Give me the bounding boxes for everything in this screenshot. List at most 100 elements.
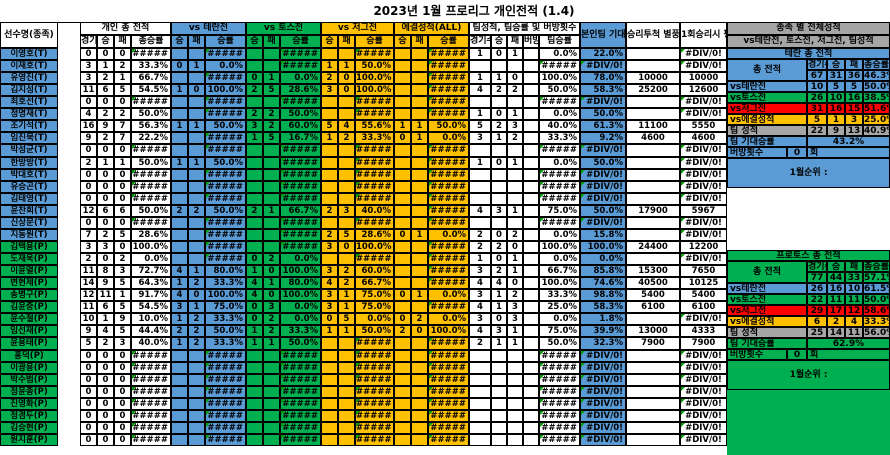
sub-header: 패: [411, 35, 428, 48]
buff-label: 버방횟수: [727, 349, 787, 360]
stat-cell: 2: [263, 325, 280, 337]
summary-total-value: 57.1%: [863, 272, 890, 283]
stat-cell: 4333: [680, 325, 727, 337]
stat-cell: [469, 362, 491, 374]
stat-cell: 66.7%: [539, 265, 580, 277]
stat-cell: 3: [321, 301, 338, 313]
stat-cell: 2: [507, 229, 523, 241]
stat-cell: [246, 410, 263, 422]
summary-line-value: 12: [845, 305, 863, 316]
stat-cell: 1: [507, 253, 523, 265]
stat-cell: #####: [539, 398, 580, 410]
stat-cell: #DIV/0!: [580, 169, 626, 181]
stat-cell: 60.0%: [280, 120, 321, 132]
stat-cell: [338, 337, 355, 350]
stat-cell: 5: [338, 313, 355, 325]
stat-cell: 1: [507, 48, 523, 60]
stat-cell: [411, 205, 428, 217]
stat-cell: [263, 362, 280, 374]
stat-cell: 0: [114, 96, 131, 108]
stat-cell: #####: [355, 337, 394, 350]
stat-cell: [394, 205, 411, 217]
player-name: 김승현(P): [0, 422, 58, 434]
stat-cell: 55.6%: [355, 120, 394, 132]
summary-line-value: 6: [807, 316, 827, 327]
stat-cell: 2: [338, 277, 355, 289]
stat-cell: #DIV/0!: [580, 181, 626, 193]
stat-cell: [263, 181, 280, 193]
stat-cell: 66.7%: [280, 205, 321, 217]
stat-cell: 1: [321, 132, 338, 144]
stat-cell: 6: [97, 84, 114, 96]
summary-line-value: 13: [845, 125, 863, 136]
stat-cell: [394, 337, 411, 350]
stat-cell: #####: [205, 72, 246, 84]
stat-cell: 2: [491, 120, 507, 132]
stat-cell: #####: [539, 193, 580, 205]
stat-cell: #####: [205, 217, 246, 229]
player-name: 윤찬희(T): [0, 205, 58, 217]
summary-line-value: 16: [827, 103, 845, 114]
stat-cell: 44.4%: [131, 325, 171, 337]
stat-cell: 3: [171, 301, 188, 313]
stat-cell: [394, 434, 411, 446]
stat-cell: [469, 386, 491, 398]
stat-cell: [171, 96, 188, 108]
stat-cell: [263, 386, 280, 398]
stat-cell: 1: [338, 289, 355, 301]
stat-cell: [321, 386, 338, 398]
stat-cell: [246, 193, 263, 205]
stat-cell: 5: [80, 337, 97, 350]
stat-cell: [394, 48, 411, 60]
stat-cell: 0: [507, 72, 523, 84]
stat-cell: 1: [171, 313, 188, 325]
stat-cell: 0: [263, 265, 280, 277]
stat-cell: 2: [171, 205, 188, 217]
stat-cell: 3: [507, 301, 523, 313]
stat-cell: 1: [97, 157, 114, 169]
stat-cell: 3: [97, 241, 114, 253]
stat-cell: [188, 193, 205, 205]
player-name: 한방방(T): [0, 157, 58, 169]
stat-cell: 0: [97, 253, 114, 265]
stat-cell: [491, 144, 507, 157]
stat-cell: 9: [80, 132, 97, 144]
stat-cell: 8: [97, 265, 114, 277]
group-header: 팀성적, 팀승률 및 버방횟수: [469, 22, 580, 35]
stat-cell: 1: [188, 157, 205, 169]
summary-col-header: 패: [845, 261, 863, 272]
stat-cell: #####: [280, 181, 321, 193]
stat-cell: [491, 386, 507, 398]
stat-cell: [469, 169, 491, 181]
stat-cell: #####: [428, 374, 469, 386]
stat-cell: 0.0%: [280, 72, 321, 84]
summary-line-value: 1: [827, 114, 845, 125]
stat-cell: [263, 157, 280, 169]
stat-cell: 11: [80, 301, 97, 313]
stat-cell: 7: [114, 120, 131, 132]
stat-cell: 0: [97, 181, 114, 193]
player-name: 이광용(P): [0, 362, 58, 374]
stat-cell: [338, 386, 355, 398]
stat-cell: #DIV/0!: [680, 350, 727, 362]
stat-cell: [626, 60, 680, 72]
stat-cell: [507, 96, 523, 108]
stat-cell: 91.7%: [131, 289, 171, 301]
stat-cell: 4: [321, 277, 338, 289]
stat-cell: [188, 422, 205, 434]
stat-cell: 5: [338, 229, 355, 241]
stat-cell: 50.0%: [205, 120, 246, 132]
stat-cell: #####: [205, 108, 246, 120]
stat-cell: 0: [80, 422, 97, 434]
stat-cell: [394, 350, 411, 362]
stat-cell: [411, 169, 428, 181]
stat-cell: [626, 181, 680, 193]
stat-cell: 1: [188, 301, 205, 313]
stat-cell: 11: [80, 265, 97, 277]
stat-cell: [523, 301, 539, 313]
stat-cell: 1: [114, 157, 131, 169]
stat-cell: #####: [131, 217, 171, 229]
stat-cell: [338, 253, 355, 265]
stat-cell: #DIV/0!: [580, 60, 626, 72]
stat-cell: 1: [97, 313, 114, 325]
